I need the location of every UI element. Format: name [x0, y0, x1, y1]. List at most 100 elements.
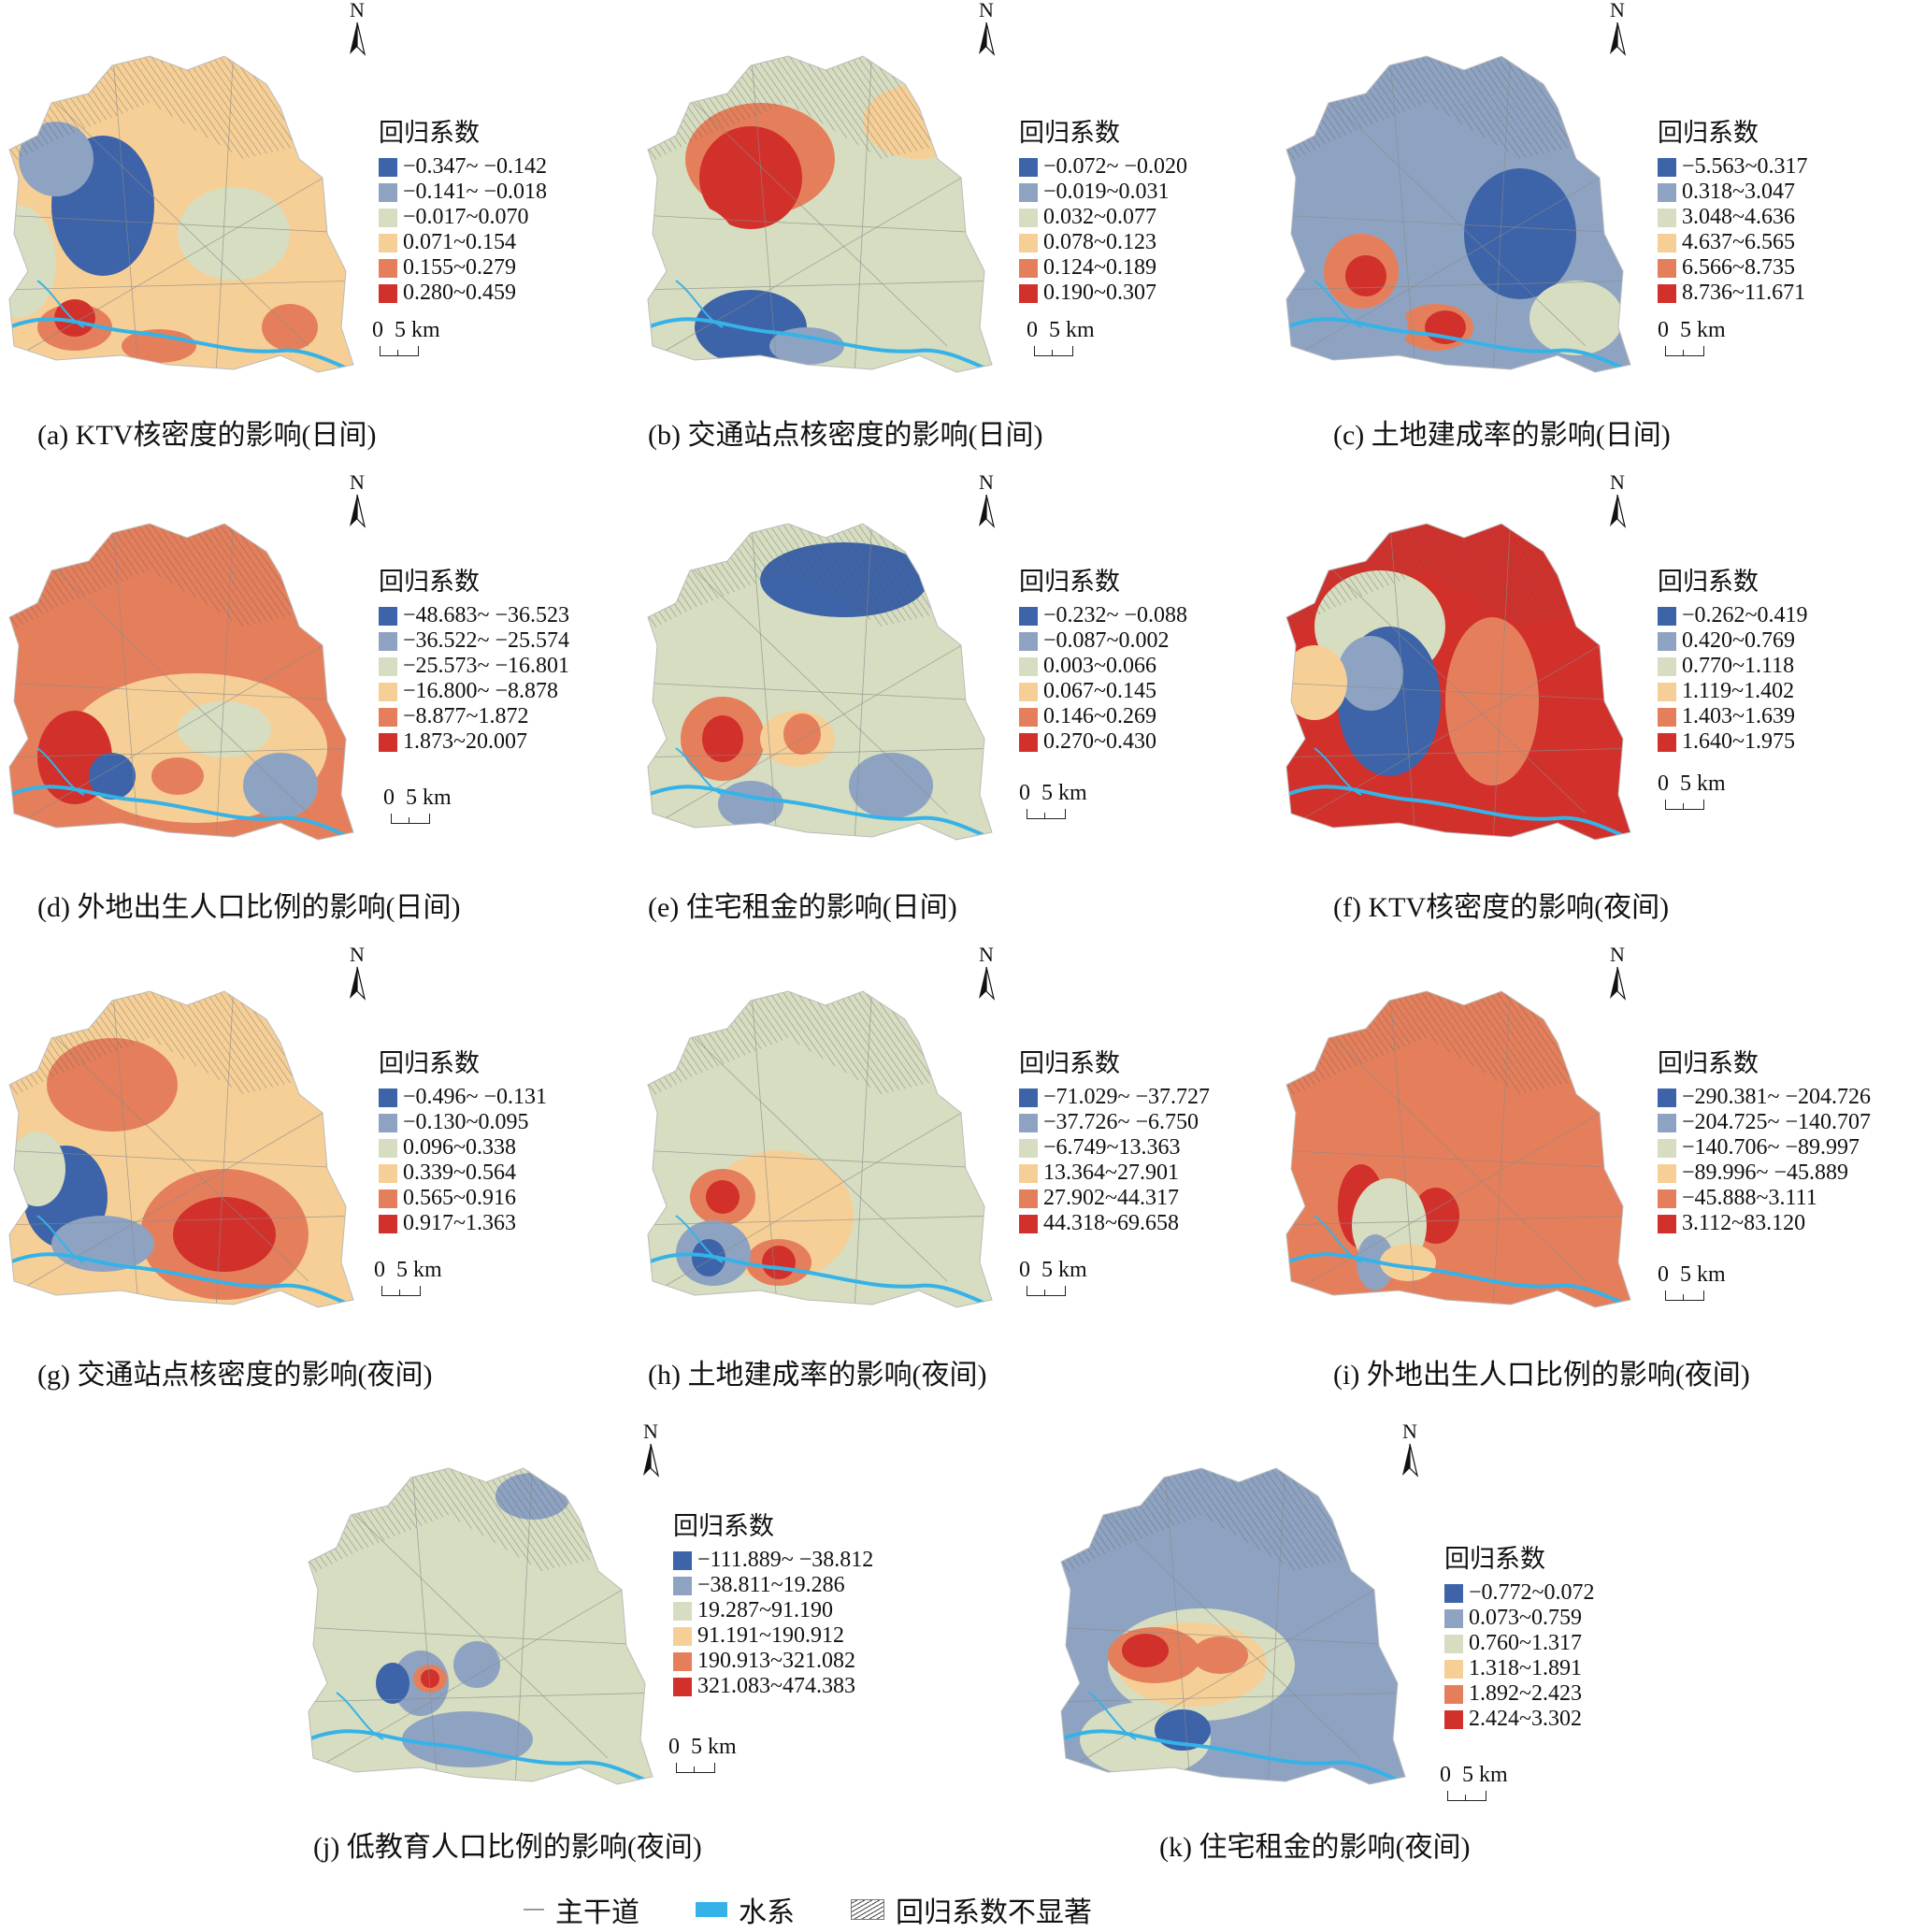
legend-row: 1.640~1.975 [1658, 729, 1808, 755]
legend-swatch [379, 682, 397, 701]
legend-range: −0.141~ −0.018 [403, 180, 548, 204]
road-line [694, 102, 948, 347]
road-line [1388, 991, 1418, 1307]
river [1314, 280, 1362, 328]
legend-range: 0.760~1.317 [1469, 1631, 1582, 1655]
road-line [513, 1468, 534, 1784]
legend-range: −37.726~ −6.750 [1043, 1110, 1199, 1134]
caption-f: (f) KTV核密度的影响(夜间) [1333, 892, 1670, 923]
river [1088, 1692, 1137, 1740]
legend-water: 水系 [696, 1889, 795, 1930]
river [309, 1729, 653, 1784]
legend-swatch [1658, 682, 1676, 701]
legend-row: 0.190~0.307 [1019, 281, 1187, 306]
north-arrow-icon [1610, 22, 1627, 56]
scale-label: 0 5 km [1440, 1763, 1508, 1787]
north-label: N [350, 943, 365, 966]
road-line [214, 524, 235, 840]
legend-swatch [1019, 1113, 1038, 1132]
road-line [1266, 1468, 1286, 1784]
river [36, 280, 85, 328]
legend-row: 0.003~0.066 [1019, 654, 1187, 679]
caption-e: (e) 住宅租金的影响(日间) [648, 892, 957, 923]
road-line [1286, 280, 1630, 291]
legend-range: 27.902~44.317 [1043, 1186, 1179, 1210]
legend-swatch [1019, 1138, 1038, 1158]
coef-zone [1529, 281, 1623, 355]
legend-row: 0.565~0.916 [379, 1186, 547, 1211]
legend-swatch [379, 157, 397, 177]
road-line [1286, 747, 1630, 758]
scale-line [1665, 800, 1704, 810]
legend-range: −0.130~0.095 [403, 1110, 529, 1134]
legend-row: −48.683~ −36.523 [379, 603, 569, 628]
legend-row: 0.124~0.189 [1019, 255, 1187, 281]
scale-line [391, 814, 430, 824]
scale-label: 0 5 km [372, 318, 440, 342]
scale-bar: 0 5 km [372, 318, 440, 356]
coef-zone [262, 304, 318, 351]
coef-zone [783, 714, 821, 755]
legend-range: 0.318~3.047 [1682, 180, 1795, 204]
north-label: N [1610, 470, 1625, 494]
district-outline [1285, 55, 1631, 373]
scale-label: 0 5 km [1019, 1258, 1087, 1282]
legend-swatch [1658, 258, 1676, 278]
coef-zone [1371, 304, 1408, 351]
river [36, 747, 85, 796]
legend-water-label: 水系 [739, 1897, 795, 1928]
legend-swatch [379, 258, 397, 278]
legend-range: 0.003~0.066 [1043, 654, 1156, 678]
legend-row: −0.072~ −0.020 [1019, 154, 1187, 180]
coef-zone [1338, 636, 1403, 711]
legend-swatch [379, 656, 397, 676]
road-line [55, 570, 309, 815]
scale-line [380, 346, 419, 356]
road-line [694, 570, 948, 815]
scale-label: 0 5 km [668, 1735, 737, 1759]
water-symbol [696, 1902, 727, 1917]
river [1286, 1252, 1630, 1307]
legend-range: 0.770~1.118 [1682, 654, 1795, 678]
legend-row: −290.381~ −204.726 [1658, 1085, 1871, 1110]
road-line [853, 524, 873, 840]
north-arrow: N [968, 944, 1005, 1007]
legend-g: 回归系数 −0.496~ −0.131 −0.130~0.095 0.096~0.33… [379, 1043, 547, 1236]
global-legend: 主干道 水系 回归系数不显著 [524, 1889, 1148, 1930]
caption-a: (a) KTV核密度的影响(日间) [37, 420, 377, 451]
legend-row: −0.141~ −0.018 [379, 180, 547, 205]
scale-label: 0 5 km [1658, 1262, 1726, 1287]
legend-range: −204.725~ −140.707 [1682, 1110, 1872, 1134]
legend-swatch [379, 631, 397, 651]
legend-row: −45.888~3.111 [1658, 1186, 1871, 1211]
scale-tick [694, 1766, 695, 1772]
legend-swatch [673, 1677, 692, 1696]
legend-range: −38.811~19.286 [697, 1573, 845, 1597]
legend-swatch [1658, 732, 1676, 752]
river [648, 1252, 992, 1307]
legend-range: 0.270~0.430 [1043, 729, 1156, 754]
north-arrow-icon [1402, 1443, 1419, 1478]
scale-line [1447, 1791, 1486, 1801]
road-line [648, 747, 992, 758]
legend-road: 主干道 [524, 1889, 639, 1930]
legend-range: 2.424~3.302 [1469, 1707, 1582, 1731]
caption-j: (j) 低教育人口比例的影响(夜间) [313, 1832, 702, 1863]
legend-row: 0.339~0.564 [379, 1161, 547, 1186]
legend-row: 0.420~0.769 [1658, 628, 1808, 654]
legend-range: −0.772~0.072 [1469, 1580, 1595, 1605]
legend-swatch [673, 1576, 692, 1595]
legend-row: −0.019~0.031 [1019, 180, 1187, 205]
caption-k: (k) 住宅租金的影响(夜间) [1159, 1832, 1471, 1863]
legend-range: −0.496~ −0.131 [403, 1085, 548, 1109]
legend-swatch [1658, 157, 1676, 177]
legend-range: 19.287~91.190 [697, 1598, 833, 1622]
legend-swatch [1019, 1163, 1038, 1183]
legend-range: −25.573~ −16.801 [403, 654, 570, 678]
district-outline [647, 523, 993, 841]
scale-line [1027, 809, 1066, 819]
legend-range: 1.640~1.975 [1682, 729, 1795, 754]
scale-line [381, 1286, 421, 1296]
legend-row: −0.262~0.419 [1658, 603, 1808, 628]
legend-row: −5.563~0.317 [1658, 154, 1808, 180]
